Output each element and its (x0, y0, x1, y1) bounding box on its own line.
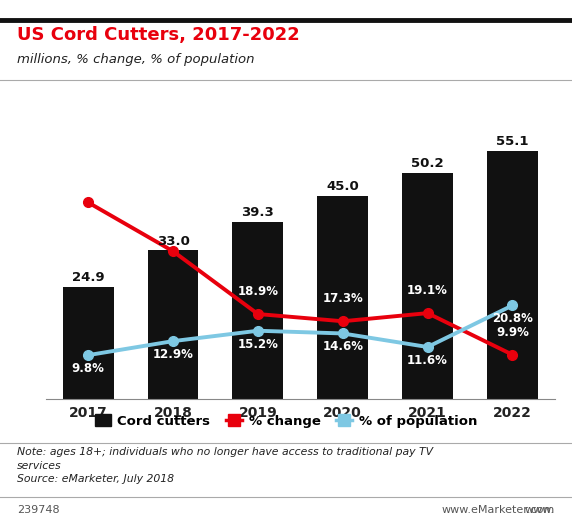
Text: 45.0: 45.0 (327, 180, 359, 194)
Text: 20.8%: 20.8% (492, 312, 533, 325)
Text: millions, % change, % of population: millions, % change, % of population (17, 53, 255, 66)
Bar (232, 222, 283, 399)
Text: US Cord Cutters, 2017-2022: US Cord Cutters, 2017-2022 (17, 26, 300, 44)
Text: 14.6%: 14.6% (322, 340, 363, 353)
Text: 43.6%: 43.6% (44, 169, 85, 182)
Text: 12.9%: 12.9% (153, 348, 193, 361)
Text: 33.0: 33.0 (157, 235, 189, 248)
Text: 9.9%: 9.9% (496, 326, 529, 339)
Text: 239748: 239748 (17, 505, 60, 515)
Text: 19.1%: 19.1% (407, 284, 448, 297)
Text: 50.2: 50.2 (411, 157, 444, 170)
Text: 55.1: 55.1 (496, 135, 529, 148)
Bar (148, 250, 198, 399)
Text: 39.3: 39.3 (241, 206, 274, 219)
Text: www.: www. (525, 505, 555, 515)
Legend: Cord cutters, % change, % of population: Cord cutters, % change, % of population (95, 414, 477, 428)
Bar (63, 287, 114, 399)
Text: 32.8%: 32.8% (153, 222, 193, 235)
Bar (487, 151, 538, 399)
Text: 18.9%: 18.9% (237, 285, 279, 298)
Text: www.eMarketer.com: www.eMarketer.com (442, 505, 555, 515)
Text: 11.6%: 11.6% (407, 354, 448, 367)
Bar (317, 196, 368, 399)
Bar (402, 172, 453, 399)
Text: 9.8%: 9.8% (72, 362, 105, 375)
Text: 15.2%: 15.2% (237, 338, 279, 351)
Text: 17.3%: 17.3% (323, 293, 363, 305)
Text: Note: ages 18+; individuals who no longer have access to traditional pay TV
serv: Note: ages 18+; individuals who no longe… (17, 447, 433, 484)
Text: 24.9: 24.9 (72, 271, 105, 284)
